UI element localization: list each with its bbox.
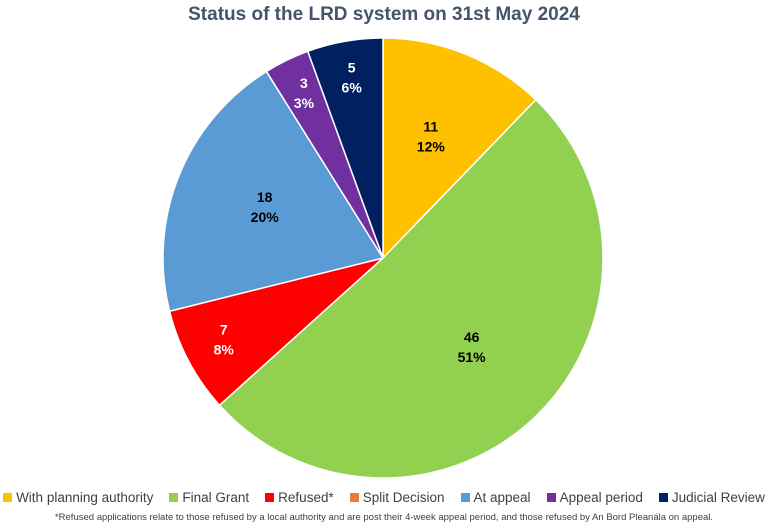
data-label-percent: 12%: [417, 139, 446, 155]
legend-swatch: [460, 493, 470, 502]
data-label-value: 3: [300, 75, 308, 91]
data-label-percent: 3%: [294, 95, 315, 111]
legend-label: With planning authority: [16, 490, 154, 505]
pie-slice-refused: [168, 257, 384, 407]
data-label-value: 18: [257, 189, 273, 205]
chart-title: Status of the LRD system on 31st May 202…: [188, 4, 580, 25]
legend-label: Judicial Review: [671, 490, 765, 505]
legend-swatch: [658, 493, 668, 502]
legend-label: Refused*: [278, 490, 334, 505]
pie-slice-with-planning-authority: [382, 37, 537, 260]
legend-item: Final Grant: [169, 490, 249, 505]
legend-swatch: [265, 493, 275, 502]
data-label-percent: 8%: [214, 342, 235, 358]
data-label-percent: 51%: [458, 349, 487, 365]
pie-slice-at-appeal: [162, 70, 385, 313]
legend-swatch: [169, 493, 179, 502]
legend-item: Judicial Review: [658, 490, 765, 505]
legend-label: Final Grant: [182, 490, 250, 505]
legend-label: Appeal period: [559, 490, 643, 505]
legend-item: With planning authority: [3, 490, 153, 505]
data-label-percent: 20%: [251, 209, 280, 225]
pie-slice-judicial-review: [306, 37, 384, 259]
data-label-value: 46: [464, 329, 480, 345]
data-label-value: 11: [423, 119, 438, 135]
legend: With planning authority Final Grant Refuse…: [0, 490, 768, 505]
legend-swatch: [546, 493, 556, 502]
data-label-percent: 6%: [342, 79, 363, 95]
data-label-value: 5: [348, 59, 356, 75]
legend-label: Split Decision: [362, 490, 445, 505]
legend-swatch: [349, 493, 359, 502]
legend-item: At appeal: [460, 490, 531, 505]
data-label-value: 7: [220, 322, 228, 338]
legend-item: Split Decision: [349, 490, 445, 505]
legend-item: Refused*: [265, 490, 334, 505]
pie-slice-final-grant: [218, 98, 604, 479]
legend-label: At appeal: [473, 490, 531, 505]
footnote: *Refused applications relate to those re…: [54, 512, 714, 523]
legend-item: Appeal period: [546, 490, 643, 505]
legend-swatch: [3, 493, 13, 502]
